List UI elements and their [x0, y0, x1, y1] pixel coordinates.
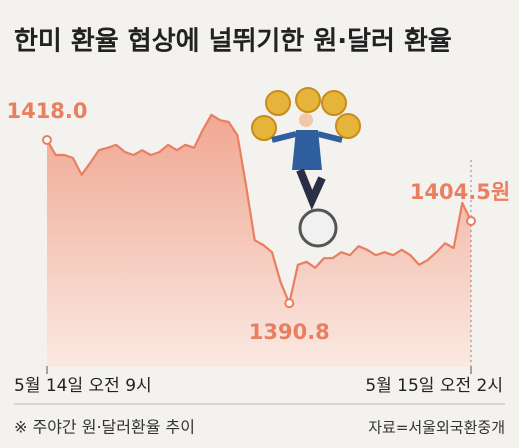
coin	[251, 115, 277, 141]
note: ※ 주야간 원·달러환율 추이	[14, 418, 195, 437]
body	[292, 130, 322, 170]
point	[42, 135, 52, 145]
value-label: 1404.5원	[410, 180, 510, 204]
value-label: 1418.0	[6, 99, 87, 123]
coin	[265, 90, 291, 116]
source: 자료=서울외국환중개	[368, 419, 505, 437]
x-tick-label: 5월 14일 오전 9시	[14, 376, 152, 396]
value-label: 1390.8	[249, 320, 330, 344]
arms	[271, 131, 343, 143]
point	[466, 216, 476, 226]
illustration	[251, 87, 361, 248]
wheel	[298, 208, 338, 248]
point	[284, 298, 295, 309]
coin	[295, 87, 321, 113]
area	[47, 114, 471, 366]
coin	[335, 113, 361, 139]
head	[299, 113, 313, 127]
plot-area: 5월 14일 오전 9시 5월 15일 오전 2시 1418.0 1390.8 1404…	[6, 99, 510, 396]
legs	[296, 168, 326, 211]
coin	[321, 90, 347, 116]
line	[46, 113, 472, 305]
x-tick-label: 5월 15일 오전 2시	[365, 376, 503, 396]
chart-title: 한미 환율 협상에 널뛰기한 원·달러 환율	[14, 27, 452, 57]
